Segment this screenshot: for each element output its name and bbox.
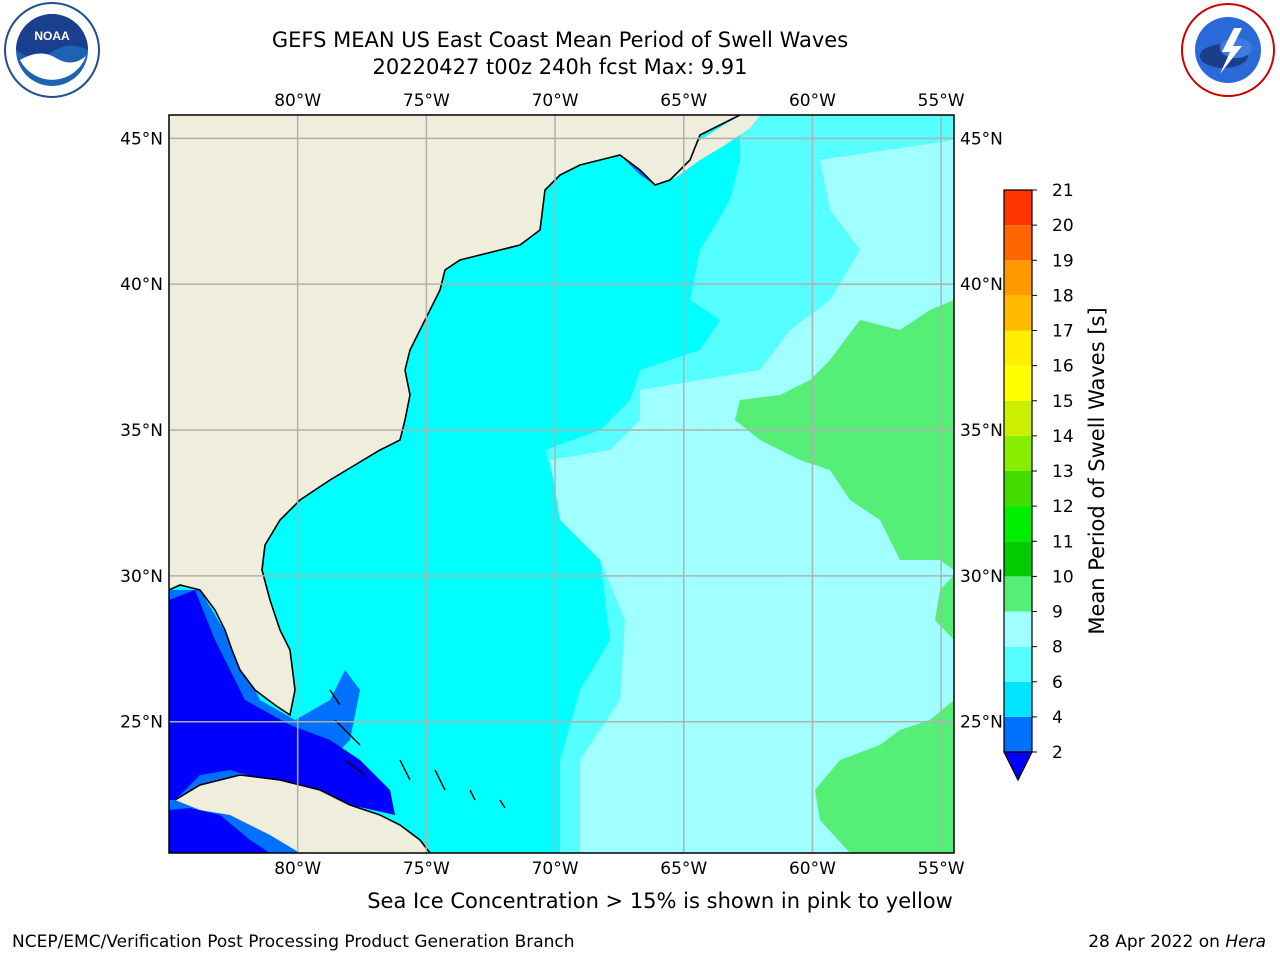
credit-text: NCEP/EMC/Verification Post Processing Pr… xyxy=(12,932,575,952)
lon-label-top: 55°W xyxy=(918,91,965,111)
coastline-cuba xyxy=(174,774,431,853)
colorbar-segment xyxy=(1004,365,1032,401)
lon-label-top: 65°W xyxy=(660,91,707,111)
colorbar-tick-label: 18 xyxy=(1052,286,1074,306)
map-panel xyxy=(169,115,954,853)
chart-subtitle: 20220427 t00z 240h fcst Max: 9.91 xyxy=(372,55,748,79)
lon-label-bottom: 75°W xyxy=(403,859,450,879)
colorbar-segment xyxy=(1004,225,1032,261)
colorbar-tick-label: 14 xyxy=(1052,427,1074,447)
colorbar-segment xyxy=(1004,681,1032,717)
chart-title: GEFS MEAN US East Coast Mean Period of S… xyxy=(271,28,849,52)
colorbar-tick-label: 8 xyxy=(1052,638,1063,658)
colorbar-tick-label: 10 xyxy=(1052,567,1074,587)
lat-label-right: 30°N xyxy=(960,567,1003,587)
colorbar-tick-label: 9 xyxy=(1052,603,1063,623)
swell-zone-9-10 xyxy=(735,300,954,570)
colorbar-segment xyxy=(1004,506,1032,542)
lat-label-right: 40°N xyxy=(960,275,1003,295)
nws-logo xyxy=(1181,3,1275,97)
colorbar-segment xyxy=(1004,471,1032,507)
colorbar-segment xyxy=(1004,190,1032,226)
land-cuba xyxy=(175,775,430,853)
swell-zone-below-2-south xyxy=(169,808,270,853)
map-frame xyxy=(168,114,955,854)
colorbar-tick-label: 19 xyxy=(1052,251,1074,271)
colorbar-segment xyxy=(1004,435,1032,471)
date-text: 28 Apr 2022 on xyxy=(1088,932,1220,952)
lat-label-right: 45°N xyxy=(960,129,1003,149)
colorbar-tick-label: 15 xyxy=(1052,392,1074,412)
land-nova-scotia xyxy=(655,115,760,185)
colorbar: 2 4 6 8 9 10 11 12 13 14 15 16 17 18 19 20 21 xyxy=(1003,181,1074,782)
colorbar-segment xyxy=(1004,716,1032,752)
lon-labels-bottom: 80°W 75°W 70°W 65°W 60°W 55°W xyxy=(274,859,965,879)
colorbar-tick-label: 20 xyxy=(1052,216,1074,236)
lat-label-left: 30°N xyxy=(120,567,163,587)
map-gridlines xyxy=(169,115,954,853)
lon-label-bottom: 60°W xyxy=(789,859,836,879)
colorbar-tick-label: 12 xyxy=(1052,497,1074,517)
colorbar-segment xyxy=(1004,646,1032,682)
colorbar-segment xyxy=(1004,400,1032,436)
colorbar-tick-label: 6 xyxy=(1052,673,1063,693)
lat-label-left: 45°N xyxy=(120,129,163,149)
lat-label-left: 25°N xyxy=(120,713,163,733)
lat-label-right: 25°N xyxy=(960,713,1003,733)
colorbar-tick-label: 16 xyxy=(1052,357,1074,377)
colorbar-tick-label: 21 xyxy=(1052,181,1074,201)
lon-label-top: 70°W xyxy=(532,91,579,111)
colorbar-segment xyxy=(1004,260,1032,296)
lat-label-right: 35°N xyxy=(960,421,1003,441)
colorbar-label: Mean Period of Swell Waves [s] xyxy=(1085,307,1109,634)
host-text: Hera xyxy=(1225,932,1266,952)
colorbar-tick-label: 17 xyxy=(1052,322,1074,342)
colorbar-tick-label: 11 xyxy=(1052,532,1074,552)
lon-label-bottom: 55°W xyxy=(918,859,965,879)
colorbar-segment xyxy=(1004,611,1032,647)
coastline-bahamas xyxy=(329,689,506,809)
lat-labels-right: 45°N 40°N 35°N 30°N 25°N xyxy=(960,129,1003,732)
lat-labels-left: 45°N 40°N 35°N 30°N 25°N xyxy=(120,129,163,732)
lat-label-left: 40°N xyxy=(120,275,163,295)
colorbar-under-arrow xyxy=(1003,751,1033,782)
colorbar-tick-label: 4 xyxy=(1052,708,1063,728)
lon-label-bottom: 80°W xyxy=(274,859,321,879)
date-stamp: 28 Apr 2022 on Hera xyxy=(1088,932,1266,952)
colorbar-segment xyxy=(1004,295,1032,331)
lon-label-top: 75°W xyxy=(403,91,450,111)
swell-zone-9-10-south xyxy=(815,700,954,853)
colorbar-segment xyxy=(1004,576,1032,612)
swell-zone-8-9 xyxy=(550,140,954,853)
lat-label-left: 35°N xyxy=(120,421,163,441)
noaa-logo: NOAA xyxy=(4,2,100,98)
sea-ice-note: Sea Ice Concentration > 15% is shown in … xyxy=(367,889,953,913)
coastline xyxy=(169,115,741,717)
colorbar-tick-label: 2 xyxy=(1052,743,1063,763)
noaa-logo-text: NOAA xyxy=(34,29,70,43)
lon-label-top: 60°W xyxy=(789,91,836,111)
lon-labels-top: 80°W 75°W 70°W 65°W 60°W 55°W xyxy=(274,91,965,111)
land-north-america xyxy=(169,115,740,715)
lon-label-bottom: 65°W xyxy=(660,859,707,879)
lon-label-bottom: 70°W xyxy=(532,859,579,879)
lon-label-top: 80°W xyxy=(274,91,321,111)
colorbar-segment xyxy=(1004,541,1032,577)
colorbar-tick-label: 13 xyxy=(1052,462,1074,482)
swell-zone-below-2 xyxy=(169,590,395,815)
swell-zone-9-10-east xyxy=(935,575,954,640)
colorbar-segment xyxy=(1004,330,1032,366)
